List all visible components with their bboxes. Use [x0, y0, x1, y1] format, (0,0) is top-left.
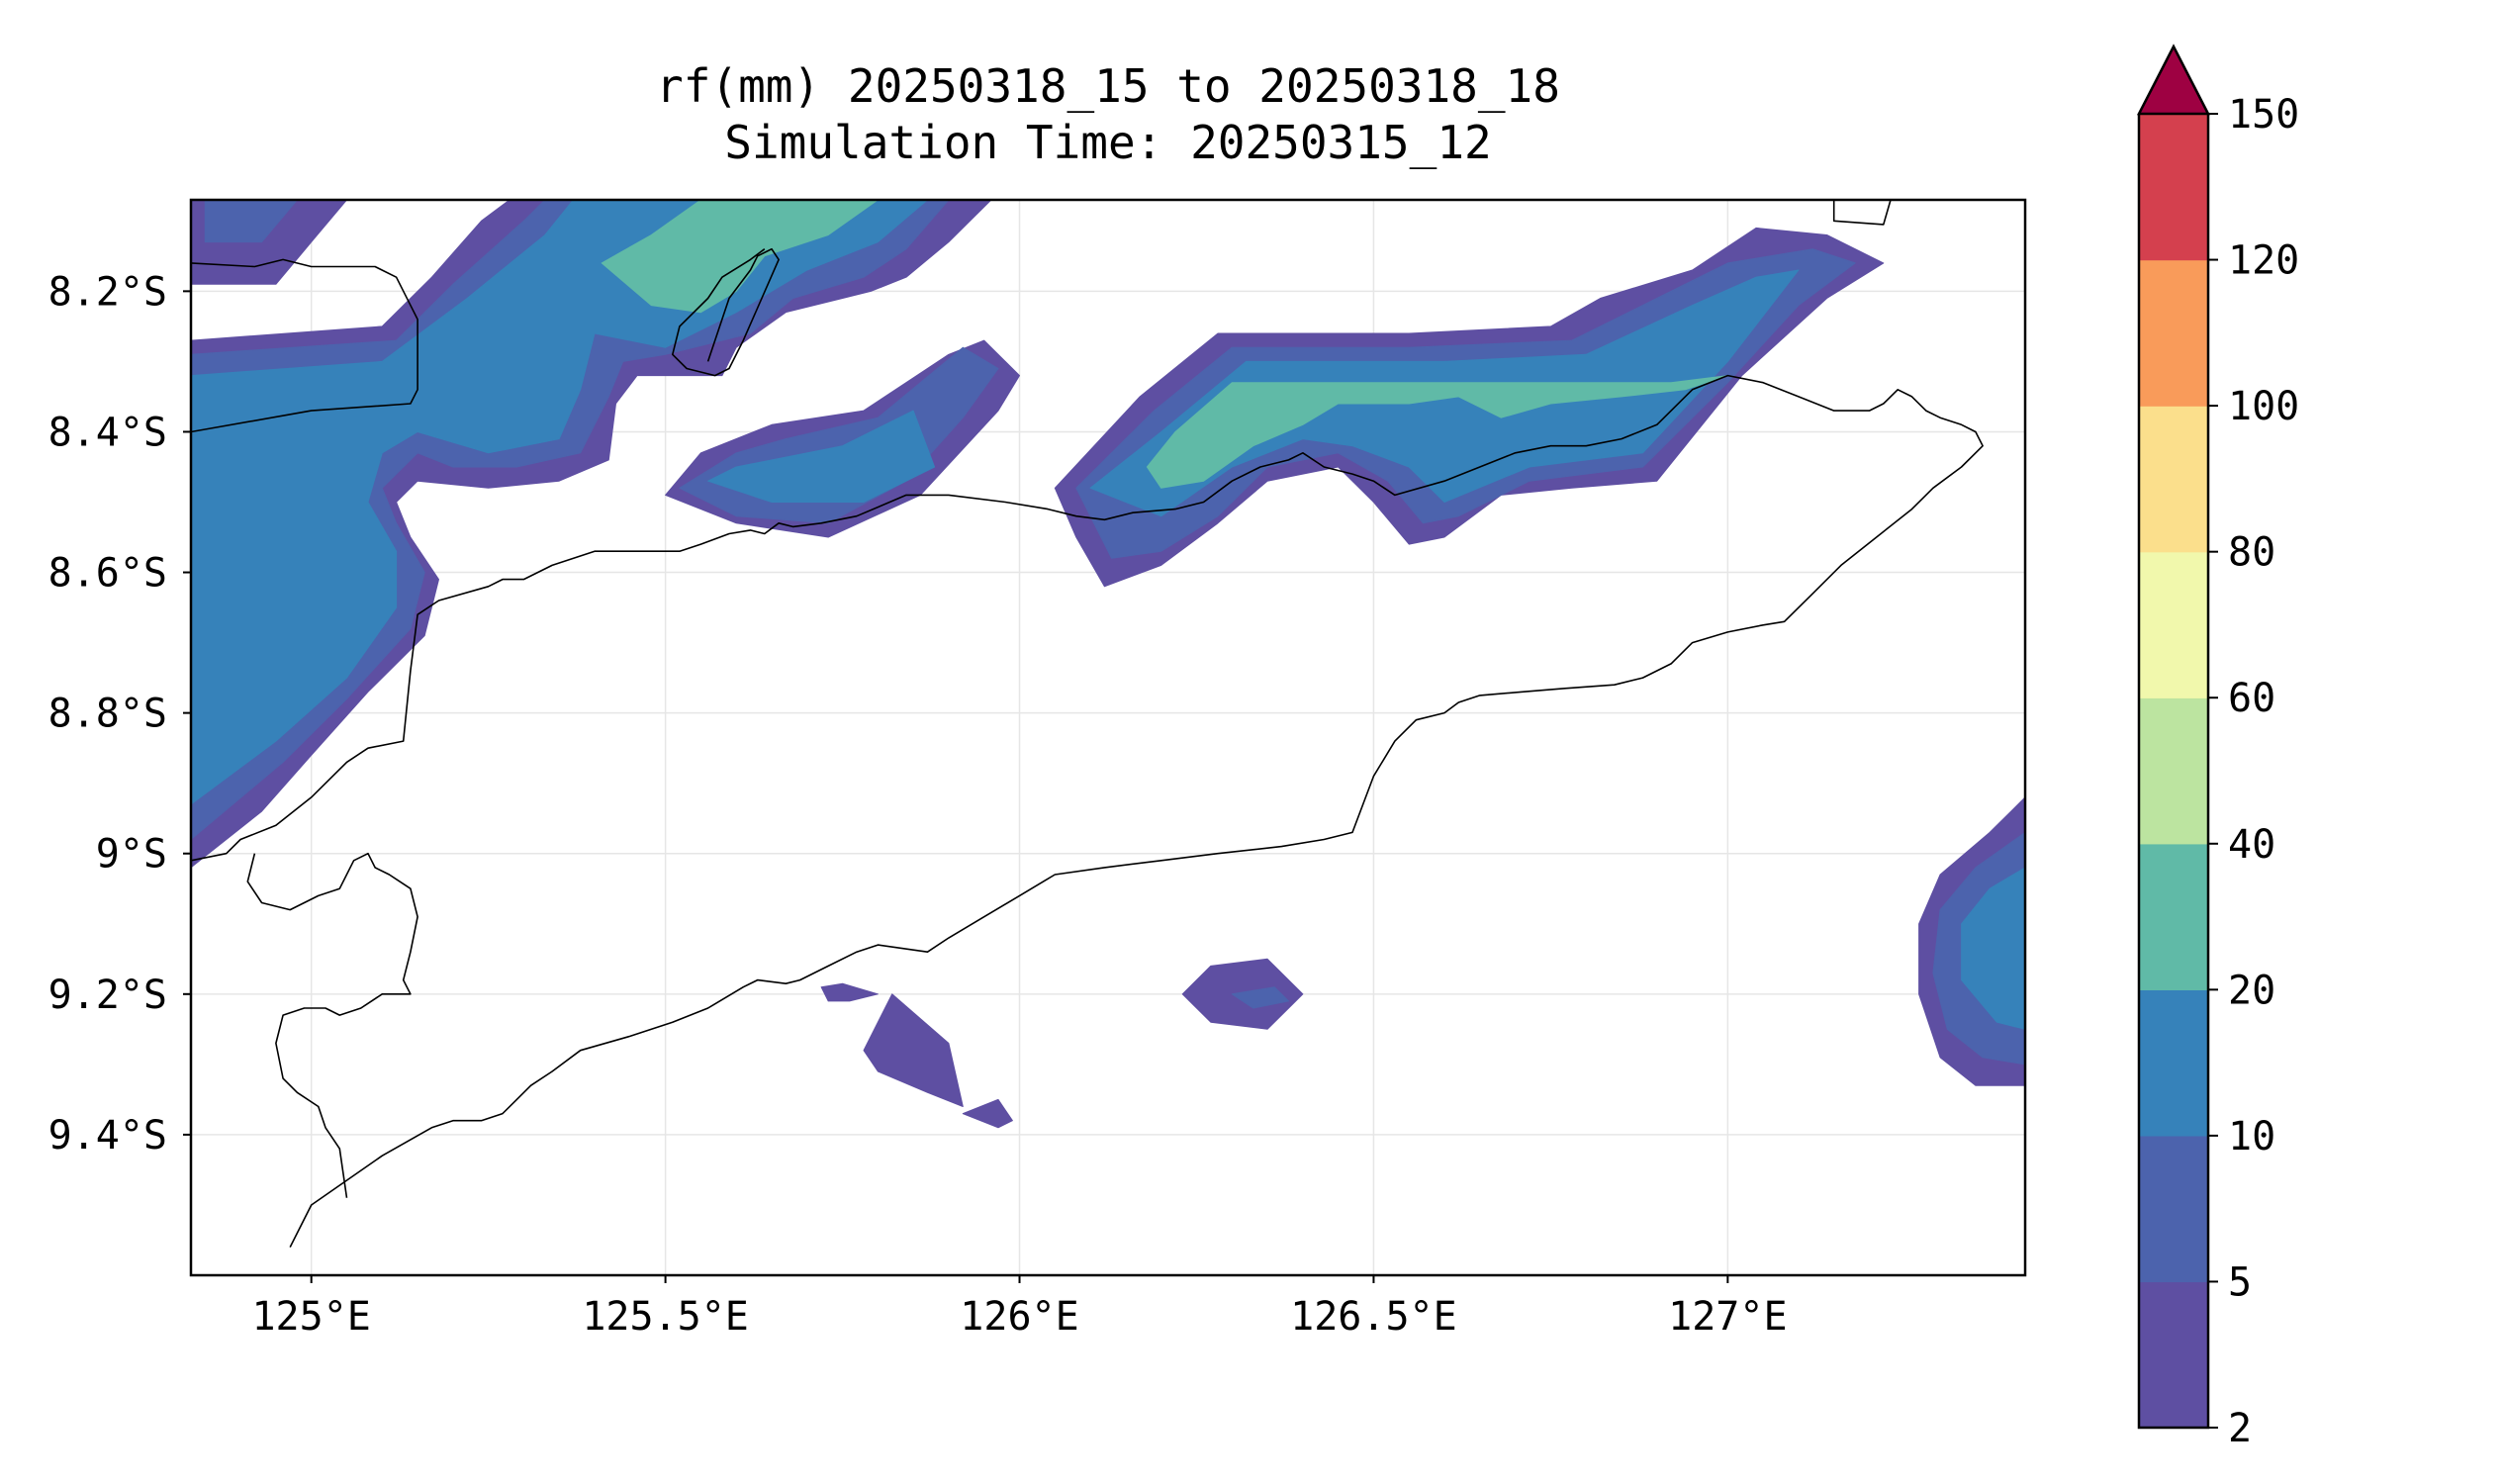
- contour-band-20-40: [601, 200, 879, 314]
- lat-tick-label: 9.4°S: [48, 1113, 167, 1159]
- colorbar-tick-label: 2: [2228, 1406, 2252, 1451]
- contour-band-10-20: [707, 410, 936, 503]
- colorbar-segment-80-100: [2139, 406, 2208, 553]
- contour-band-10-20: [191, 200, 928, 805]
- coastline: [1832, 200, 1892, 226]
- lat-tick-label: 9.2°S: [48, 973, 167, 1018]
- colorbar: 2 5 10 20 40 60 80 100 120 150: [2136, 44, 2299, 1451]
- lat-tick-label: 8.2°S: [48, 269, 167, 315]
- lat-tick-label: 9°S: [96, 832, 167, 878]
- colorbar-segment-10-20: [2139, 989, 2208, 1137]
- lon-tick-label: 125°E: [251, 1294, 370, 1340]
- coastline: [246, 852, 418, 1198]
- lat-tick-label: 8.6°S: [48, 551, 167, 597]
- colorbar-tick-label: 150: [2228, 92, 2299, 138]
- colorbar-outline: [2137, 114, 2210, 1430]
- title-line-1: rf(mm) 20250318_15 to 20250318_18: [656, 59, 1560, 113]
- colorbar-tick-label: 40: [2228, 822, 2275, 868]
- colorbar-segment-60-80: [2139, 551, 2208, 698]
- colorbar-extend-arrow: [2136, 44, 2211, 116]
- coastline: [671, 247, 780, 377]
- lon-tick-label: 125.5°E: [582, 1294, 749, 1340]
- longitude-axis: 125°E 125.5°E 126°E 126.5°E 127°E: [251, 1275, 1788, 1340]
- lat-tick-label: 8.4°S: [48, 410, 167, 455]
- coastlines: [191, 200, 1984, 1248]
- colorbar-tick-label: 60: [2228, 676, 2275, 721]
- colorbar-tick-label: 10: [2228, 1114, 2275, 1159]
- colorbar-segment-20-40: [2139, 843, 2208, 990]
- contour-band-5-10: [191, 200, 950, 840]
- colorbar-segment-2-5: [2139, 1281, 2208, 1429]
- colorbar-segment-120-150: [2139, 114, 2208, 261]
- rainfall-contours: [191, 200, 2025, 1129]
- coastline: [191, 258, 418, 433]
- contour-band-2-5: [962, 1098, 1013, 1129]
- contour-band-2-5: [820, 982, 879, 1002]
- contour-band-10-20: [1961, 867, 2025, 1030]
- map-frame: [189, 198, 2027, 1277]
- latitude-axis: 8.2°S 8.4°S 8.6°S 8.8°S 9°S 9.2°S 9.4°S: [48, 269, 191, 1159]
- colorbar-tick-label: 100: [2228, 384, 2299, 429]
- coastline: [191, 374, 1984, 1248]
- lon-tick-label: 126.5°E: [1290, 1294, 1457, 1340]
- contour-band-5-10: [1231, 986, 1289, 1009]
- colorbar-tick-label: 120: [2228, 238, 2299, 284]
- colorbar-tick-label: 80: [2228, 530, 2275, 576]
- colorbar-segment-100-120: [2139, 259, 2208, 407]
- colorbar-tick-label: 20: [2228, 968, 2275, 1013]
- contour-band-5-10: [204, 200, 298, 243]
- title-line-2: Simulation Time: 20250315_12: [724, 116, 1491, 169]
- colorbar-segment-5-10: [2139, 1135, 2208, 1283]
- lat-tick-label: 8.8°S: [48, 692, 167, 737]
- colorbar-tick-label: 5: [2228, 1259, 2252, 1305]
- contour-band-2-5: [863, 993, 964, 1107]
- lon-tick-label: 126°E: [960, 1294, 1078, 1340]
- lon-tick-label: 127°E: [1668, 1294, 1787, 1340]
- colorbar-segment-40-60: [2139, 697, 2208, 845]
- contour-band-20-40: [1146, 375, 1728, 489]
